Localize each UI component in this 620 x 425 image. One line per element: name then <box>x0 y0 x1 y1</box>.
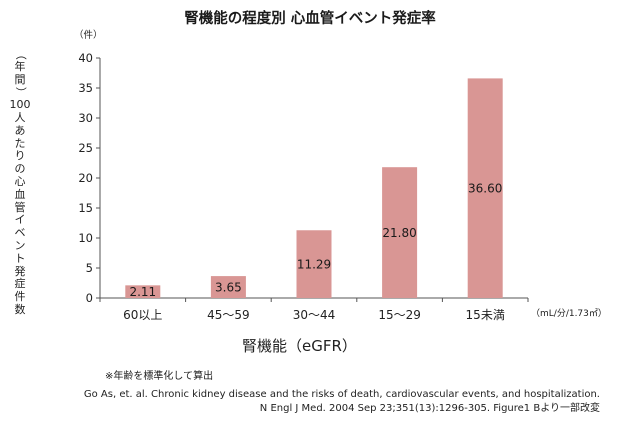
footnote: ※年齢を標準化して算出 <box>105 371 214 382</box>
y-axis-title-char: 年 <box>14 59 26 73</box>
y-tick-label: 25 <box>78 141 93 155</box>
y-axis-title-char: た <box>14 136 26 150</box>
y-axis-title-char: ン <box>14 238 26 252</box>
y-tick-label: 5 <box>86 261 93 275</box>
bar <box>296 230 332 298</box>
y-axis-title-char: あ <box>14 123 26 137</box>
y-tick-label: 0 <box>86 291 93 305</box>
data-label: 36.60 <box>468 182 502 196</box>
y-tick-label: 30 <box>78 111 93 125</box>
y-tick-label: 20 <box>78 171 93 185</box>
y-tick-label: 10 <box>78 231 93 245</box>
y-axis-title-char: 間 <box>14 72 26 86</box>
x-axis-unit: （mL/分/1.73㎡） <box>531 309 607 319</box>
bar <box>125 285 161 298</box>
y-axis-title-char: 数 <box>14 302 26 316</box>
y-axis-title-char: 発 <box>14 264 26 278</box>
y-tick-label: 35 <box>78 81 93 95</box>
y-axis-title-char: り <box>14 149 26 163</box>
y-axis-title-char: 管 <box>14 200 26 214</box>
x-tick-label: 60以上 <box>123 308 162 322</box>
x-tick-label: 15未満 <box>466 308 505 322</box>
y-tick-label: 15 <box>78 201 93 215</box>
source-line-2: N Engl J Med. 2004 Sep 23;351(13):1296-3… <box>259 403 600 414</box>
x-tick-label: 30～44 <box>293 308 336 322</box>
y-axis-title-char: 人 <box>14 110 26 124</box>
source-line-1: Go As, et. al. Chronic kidney disease an… <box>83 389 600 400</box>
y-axis-title: （年間） 100 人あたりの心血管イベント発症件数 <box>8 48 32 317</box>
data-label: 2.11 <box>129 285 156 299</box>
y-axis-title-char: 血 <box>14 187 26 201</box>
bar <box>382 167 418 298</box>
data-label: 3.65 <box>215 281 242 295</box>
x-axis-title: 腎機能（eGFR） <box>242 337 357 355</box>
source-citation: Go As, et. al. Chronic kidney disease an… <box>84 388 600 416</box>
y-axis-title-char: ト <box>14 251 26 265</box>
y-axis-title-char: 100 <box>9 98 31 112</box>
chart-title: 腎機能の程度別 心血管イベント発症率 <box>184 11 436 27</box>
y-axis-unit: （件） <box>74 30 103 41</box>
data-label: 11.29 <box>297 258 331 272</box>
bar <box>210 276 246 298</box>
y-tick-label: 40 <box>78 51 93 65</box>
y-axis-title-char: 件 <box>14 290 26 304</box>
bar <box>467 78 503 299</box>
y-axis-title-char: イ <box>14 213 26 227</box>
x-tick-label: 45～59 <box>207 308 250 322</box>
y-axis-title-char: ベ <box>14 226 26 240</box>
data-label: 21.80 <box>382 226 416 240</box>
y-axis-title-char: の <box>14 162 26 176</box>
y-axis-title-char: 症 <box>14 277 26 291</box>
y-axis-title-char: 心 <box>14 174 26 188</box>
x-tick-label: 15～29 <box>378 308 421 322</box>
